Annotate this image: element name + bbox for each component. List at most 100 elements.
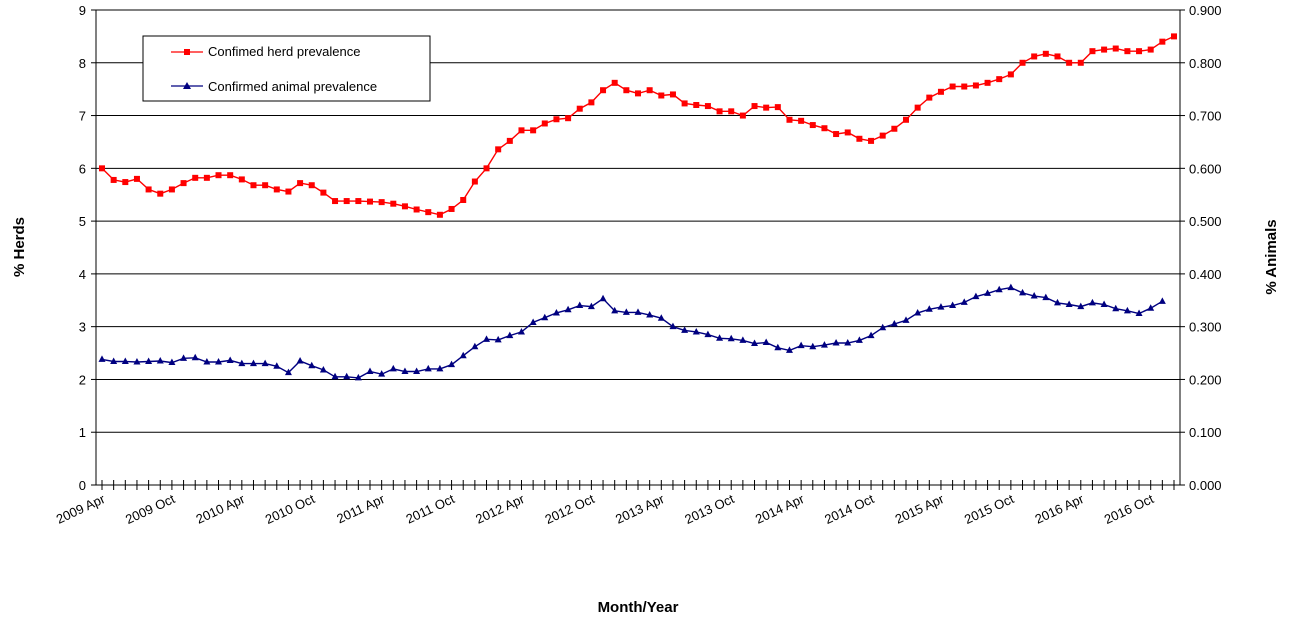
point-herd xyxy=(541,120,548,127)
point-animal xyxy=(98,355,106,362)
point-herd xyxy=(658,92,665,99)
point-herd xyxy=(483,165,490,172)
left-y-axis: 0 1 2 3 4 5 6 7 8 9 xyxy=(79,3,96,493)
x-tick-label: 2012 Apr xyxy=(473,491,527,527)
point-animal xyxy=(215,358,223,365)
point-animal xyxy=(413,367,421,375)
point-herd xyxy=(355,198,362,205)
point-animal xyxy=(401,367,409,375)
point-herd xyxy=(984,79,991,86)
series-layer xyxy=(98,33,1177,381)
point-animal xyxy=(389,364,397,372)
point-herd xyxy=(378,199,385,206)
point-animal xyxy=(576,301,584,309)
x-tick-label: 2011 Apr xyxy=(334,491,387,526)
point-animal xyxy=(622,308,630,315)
right-axis-title: % Animals xyxy=(1263,219,1280,294)
x-tick-label: 2015 Apr xyxy=(893,491,947,527)
point-herd xyxy=(1101,46,1108,53)
point-animal xyxy=(552,308,560,316)
point-animal xyxy=(937,303,945,310)
point-herd xyxy=(203,174,210,181)
point-animal xyxy=(529,318,537,325)
point-animal xyxy=(436,364,444,372)
point-herd xyxy=(728,108,735,115)
point-animal xyxy=(634,308,642,315)
legend: Confimed herd prevalence Confirmed anima… xyxy=(142,35,431,102)
point-animal xyxy=(180,354,188,361)
point-herd xyxy=(436,211,443,218)
right-tick-label: 0.200 xyxy=(1189,372,1222,387)
point-animal xyxy=(448,360,456,368)
point-herd xyxy=(262,182,269,189)
x-tick-label: 2012 Oct xyxy=(542,491,597,527)
point-herd xyxy=(553,116,560,123)
point-animal xyxy=(145,357,153,364)
point-herd xyxy=(506,137,513,144)
x-tick-label: 2015 Oct xyxy=(962,491,1017,527)
point-animal xyxy=(191,353,199,361)
point-animal xyxy=(494,335,502,343)
point-herd xyxy=(145,186,152,193)
x-tick-label: 2016 Oct xyxy=(1102,491,1157,527)
point-herd xyxy=(1031,53,1038,60)
point-herd xyxy=(937,88,944,95)
point-herd xyxy=(693,102,700,108)
point-herd xyxy=(390,200,397,207)
point-animal xyxy=(995,285,1003,293)
point-animal xyxy=(657,314,665,321)
legend-label-animal: Confirmed animal prevalence xyxy=(208,79,377,94)
point-herd xyxy=(180,180,187,187)
point-animal xyxy=(716,334,724,341)
right-tick-label: 0.000 xyxy=(1189,478,1222,493)
point-animal xyxy=(669,322,677,330)
x-tick-label: 2009 Oct xyxy=(123,491,178,527)
point-animal xyxy=(820,341,828,348)
point-animal xyxy=(902,316,910,323)
point-animal xyxy=(249,359,257,367)
point-animal xyxy=(424,364,432,372)
left-tick-label: 0 xyxy=(79,478,86,493)
x-tick-label: 2013 Apr xyxy=(613,491,667,527)
right-tick-label: 0.400 xyxy=(1189,267,1222,282)
point-animal xyxy=(156,356,164,364)
x-tick-label: 2014 Apr xyxy=(753,491,807,527)
point-animal xyxy=(1147,304,1155,311)
point-herd xyxy=(168,186,175,193)
point-animal xyxy=(1053,298,1061,306)
point-animal xyxy=(506,331,514,339)
x-axis-title: Month/Year xyxy=(598,599,679,616)
point-herd xyxy=(122,179,129,186)
left-tick-label: 6 xyxy=(79,161,86,176)
point-herd xyxy=(914,104,921,111)
point-animal xyxy=(879,323,887,331)
point-herd xyxy=(996,76,1003,83)
point-animal xyxy=(471,342,479,350)
point-animal xyxy=(378,370,386,377)
point-herd xyxy=(833,131,840,138)
point-herd xyxy=(891,125,898,132)
left-tick-label: 5 xyxy=(79,214,86,229)
point-animal xyxy=(739,336,747,343)
point-animal xyxy=(308,361,316,369)
point-herd xyxy=(565,115,572,122)
right-tick-label: 0.800 xyxy=(1189,56,1222,71)
point-herd xyxy=(868,137,875,144)
point-animal xyxy=(972,292,980,300)
point-animal xyxy=(517,327,525,335)
point-herd xyxy=(1159,38,1166,45)
point-animal xyxy=(483,335,491,342)
point-animal xyxy=(1042,293,1050,301)
right-tick-label: 0.100 xyxy=(1189,425,1222,440)
point-animal xyxy=(226,356,234,363)
point-animal xyxy=(1135,309,1143,316)
point-animal xyxy=(844,339,852,346)
point-animal xyxy=(273,362,281,369)
point-herd xyxy=(1042,50,1049,57)
point-herd xyxy=(716,108,723,115)
point-herd xyxy=(763,104,770,111)
point-herd xyxy=(774,104,781,111)
point-herd xyxy=(1136,48,1143,55)
point-herd xyxy=(786,116,793,123)
point-herd xyxy=(448,205,455,212)
